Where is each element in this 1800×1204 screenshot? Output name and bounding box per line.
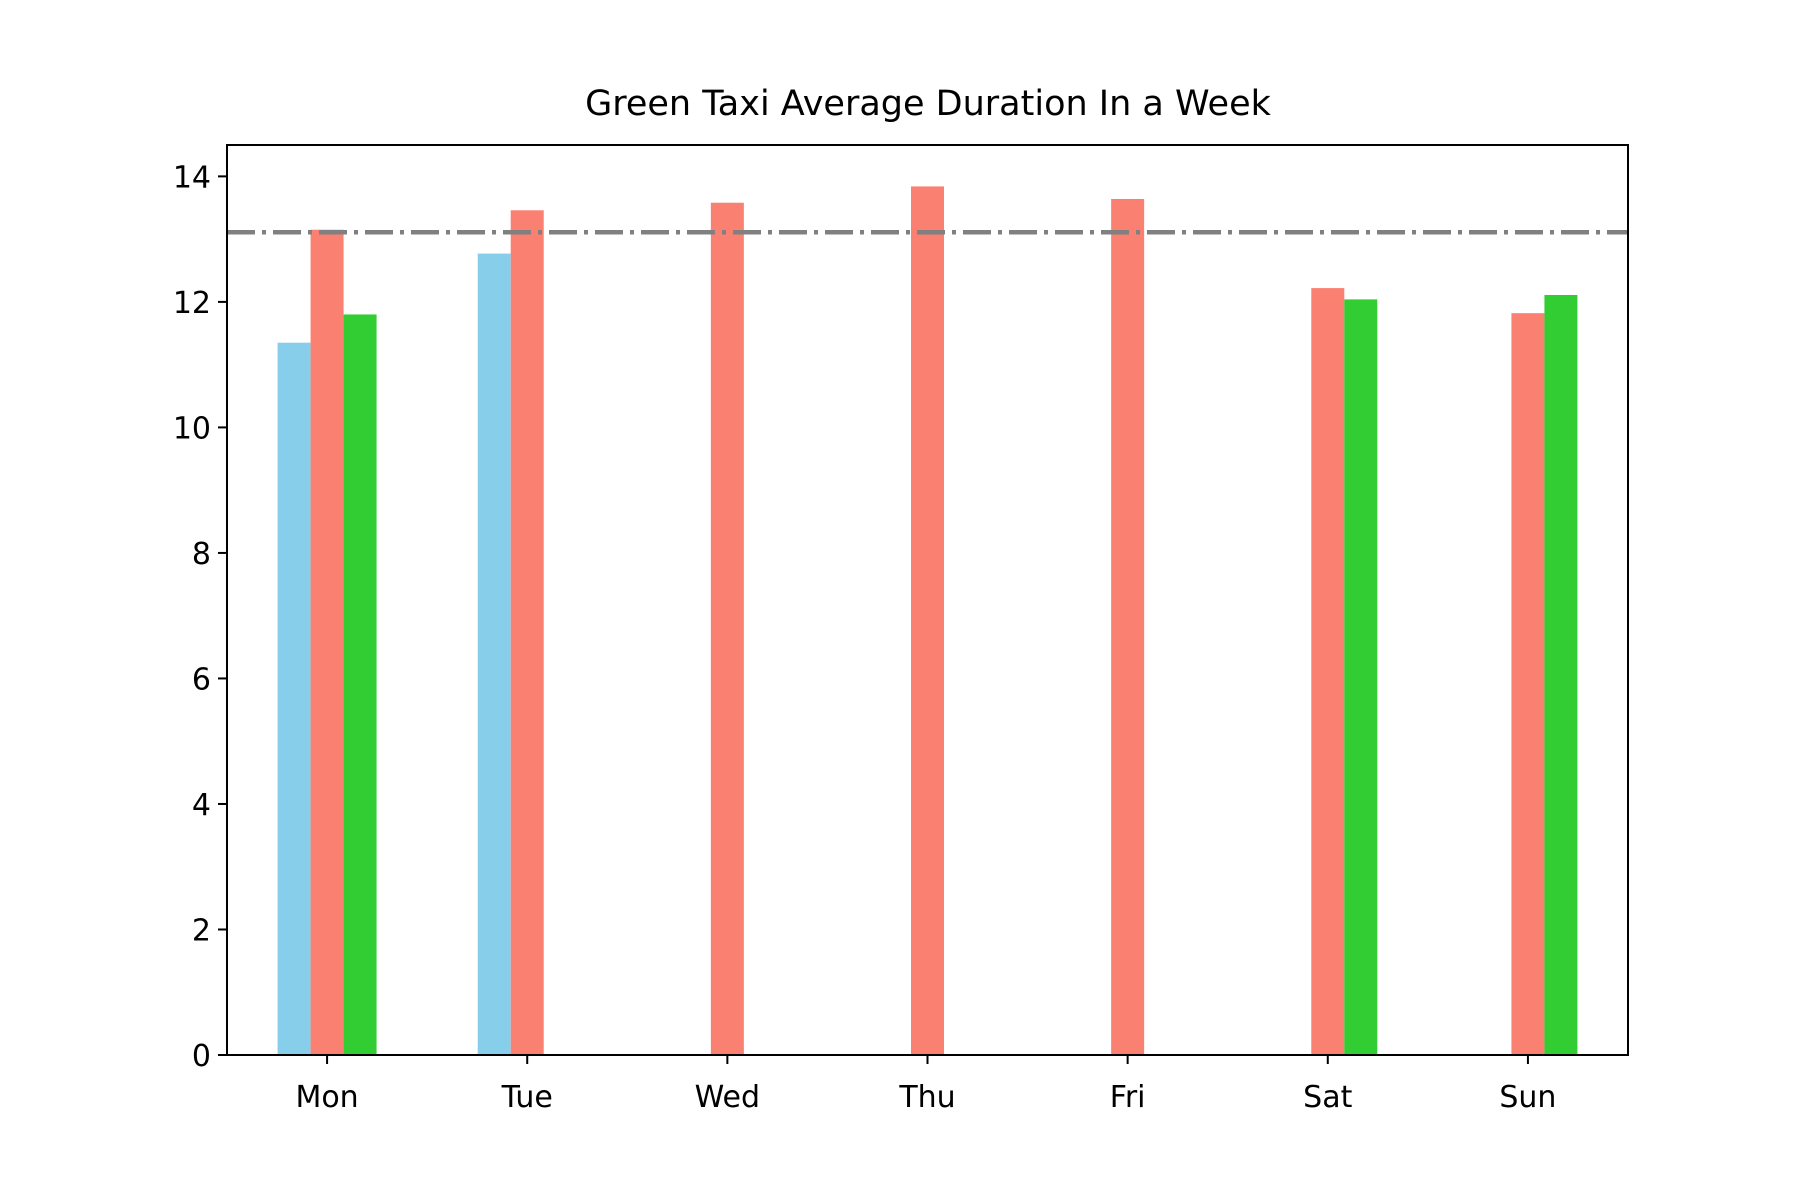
y-tick-label: 6: [192, 662, 211, 697]
y-tick-label: 0: [192, 1039, 211, 1074]
bar-sun-series-3: [1544, 294, 1578, 1055]
bar-mon-series-3: [343, 314, 377, 1056]
bar-sat-series-2: [1311, 288, 1345, 1055]
plot-area: 0 2 4 6 8 10 12 14 Mon Tue Wed Thu Fri Sat Sun: [173, 144, 1629, 1115]
bar-thu-series-2: [911, 186, 944, 1056]
y-tick-label: 4: [192, 788, 211, 823]
bar-tue-series-2: [510, 210, 544, 1055]
bar-tue-series-1: [477, 253, 511, 1056]
y-tick-label: 8: [192, 537, 211, 572]
x-tick-label-wed: Wed: [695, 1080, 760, 1115]
x-tick-label-tue: Tue: [501, 1080, 553, 1115]
bar-sat-series-3: [1344, 299, 1378, 1055]
bar-fri-series-2: [1111, 198, 1145, 1055]
y-tick-label: 12: [173, 286, 211, 321]
y-tick-label: 14: [173, 160, 211, 195]
bar-mon-series-2: [310, 229, 344, 1056]
bar-mon-series-1: [277, 342, 311, 1055]
bar-wed-series-2: [710, 202, 744, 1056]
chart-title: Green Taxi Average Duration In a Week: [585, 84, 1272, 124]
x-tick-label-fri: Fri: [1110, 1080, 1146, 1115]
x-tick-label-thu: Thu: [898, 1080, 955, 1115]
bar-sun-series-2: [1511, 313, 1545, 1055]
x-tick-label-mon: Mon: [295, 1080, 358, 1115]
y-tick-label: 10: [173, 411, 211, 446]
x-tick-label-sat: Sat: [1303, 1080, 1352, 1115]
x-tick-label-sun: Sun: [1499, 1080, 1556, 1115]
y-tick-label: 2: [192, 913, 211, 948]
